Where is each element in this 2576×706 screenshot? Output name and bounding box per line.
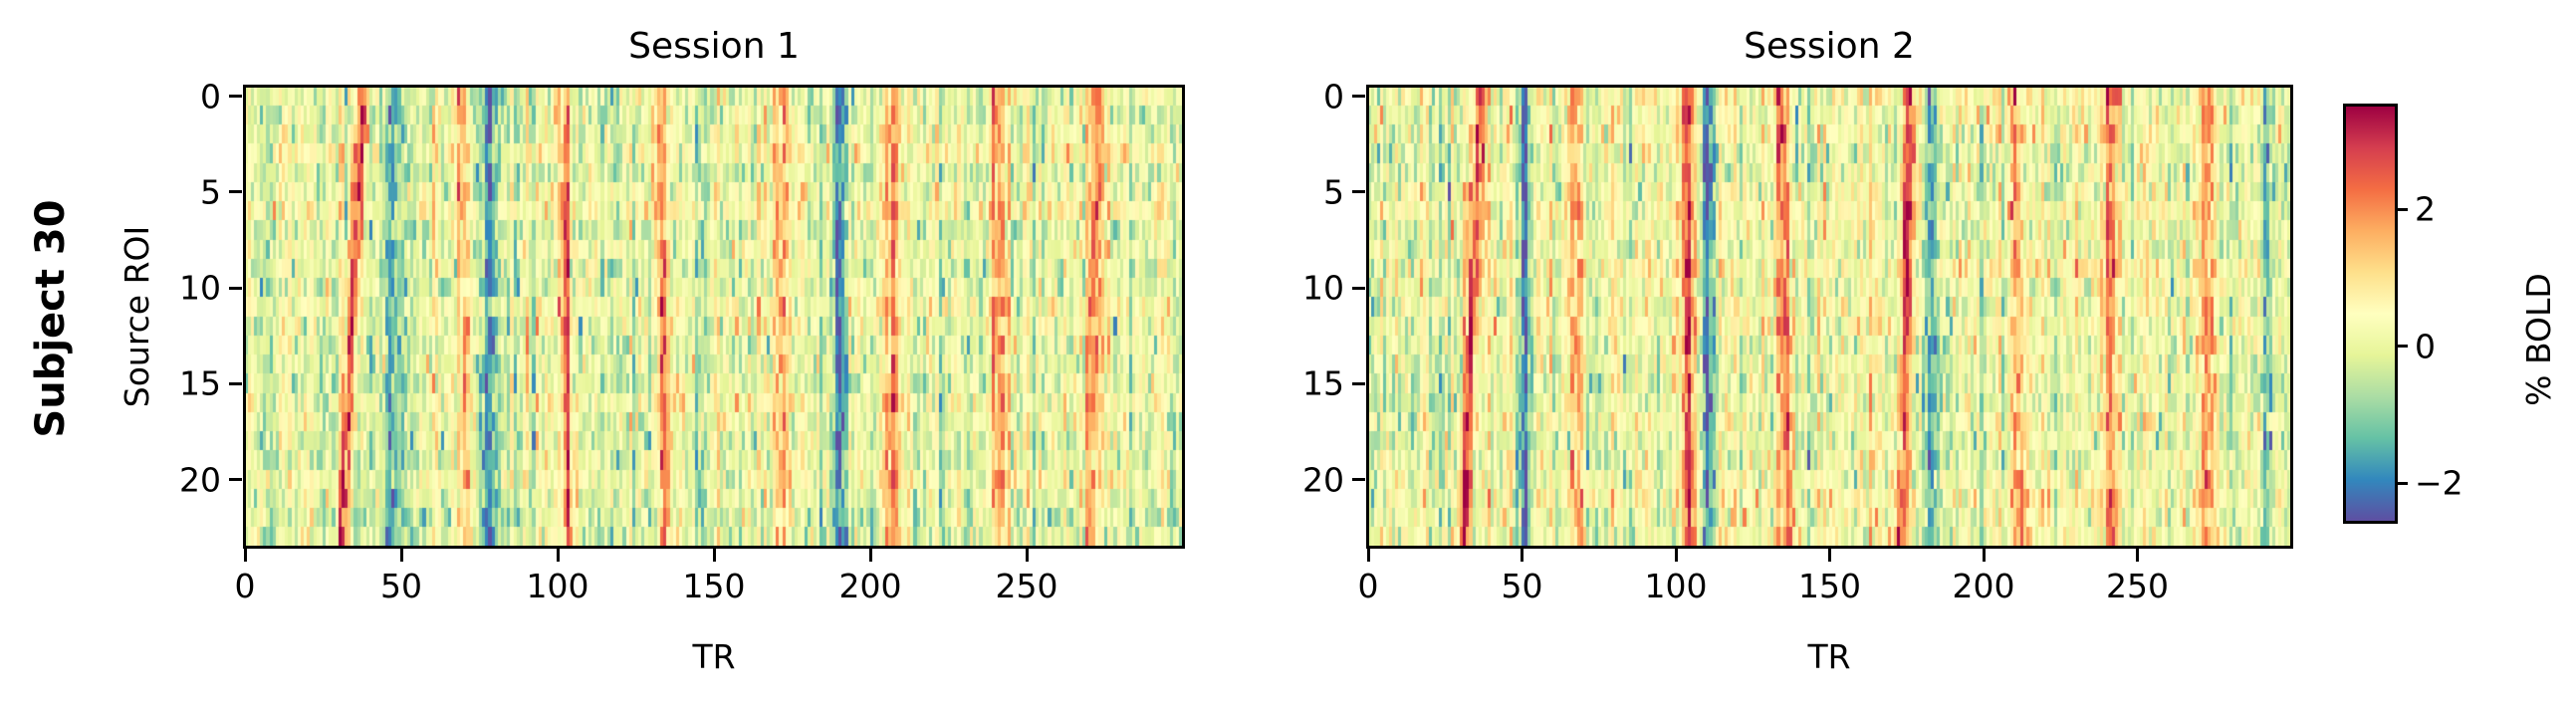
x-tick-mark xyxy=(712,549,716,562)
x-tick-label: 250 xyxy=(2106,567,2169,605)
x-axis-label-session-1: TR xyxy=(692,637,736,676)
x-tick-label: 100 xyxy=(526,567,589,605)
colorbar-tick-mark xyxy=(2395,481,2408,485)
y-tick-mark xyxy=(1352,95,1365,99)
y-tick-label: 20 xyxy=(1302,460,1344,500)
y-tick-label: 20 xyxy=(179,460,221,500)
colorbar-tick-label: −2 xyxy=(2415,463,2463,503)
y-tick-mark xyxy=(229,95,242,99)
x-tick-label: 50 xyxy=(1501,567,1543,605)
x-tick-mark xyxy=(868,549,872,562)
x-tick-mark xyxy=(2136,549,2139,562)
colorbar-label: % BOLD xyxy=(2519,273,2558,406)
x-tick-label: 200 xyxy=(838,567,902,605)
colorbar-gradient xyxy=(2343,104,2398,524)
y-tick-mark xyxy=(1352,286,1365,290)
x-tick-mark xyxy=(1521,549,1523,562)
axes-frame-session-2 xyxy=(1366,85,2293,549)
y-tick-label: 10 xyxy=(1302,268,1344,308)
x-tick-label: 0 xyxy=(1357,567,1379,605)
x-tick-mark xyxy=(243,549,247,562)
y-tick-label: 10 xyxy=(179,268,221,308)
y-tick-label: 15 xyxy=(1302,363,1344,403)
y-tick-label: 5 xyxy=(200,172,221,212)
subject-row-label: Subject 30 xyxy=(28,199,74,438)
y-tick-label: 15 xyxy=(179,363,221,403)
x-tick-mark xyxy=(1366,549,1370,562)
x-tick-label: 150 xyxy=(1798,567,1861,605)
x-tick-label: 100 xyxy=(1644,567,1708,605)
colorbar-tick-label: 2 xyxy=(2415,189,2436,229)
y-tick-label: 0 xyxy=(200,77,221,117)
y-tick-mark xyxy=(1352,478,1365,482)
x-tick-mark xyxy=(1982,549,1986,562)
y-tick-mark xyxy=(1352,190,1365,194)
y-tick-mark xyxy=(1352,381,1365,385)
x-tick-mark xyxy=(1025,549,1029,562)
x-tick-mark xyxy=(1828,549,1831,562)
x-tick-label: 200 xyxy=(1952,567,2015,605)
colorbar-tick-mark xyxy=(2395,207,2408,211)
panel-title-session-1: Session 1 xyxy=(628,26,800,67)
x-tick-mark xyxy=(399,549,403,562)
y-tick-mark xyxy=(229,286,242,290)
x-tick-label: 150 xyxy=(682,567,746,605)
y-tick-mark xyxy=(229,190,242,194)
heatmap-session-1 xyxy=(245,87,1183,547)
y-tick-label: 5 xyxy=(1323,172,1344,212)
x-tick-label: 250 xyxy=(995,567,1058,605)
y-tick-mark xyxy=(229,478,242,482)
x-tick-mark xyxy=(1674,549,1678,562)
x-tick-label: 50 xyxy=(380,567,422,605)
heatmap-session-2 xyxy=(1368,87,2291,547)
colorbar-tick-mark xyxy=(2395,345,2408,349)
x-tick-label: 0 xyxy=(234,567,256,605)
y-tick-mark xyxy=(229,381,242,385)
axes-frame-session-1 xyxy=(243,85,1185,549)
x-axis-label-session-2: TR xyxy=(1807,637,1851,676)
y-tick-label: 0 xyxy=(1323,77,1344,117)
panel-title-session-2: Session 2 xyxy=(1744,26,1915,67)
x-tick-mark xyxy=(556,549,560,562)
colorbar-tick-label: 0 xyxy=(2415,327,2436,366)
